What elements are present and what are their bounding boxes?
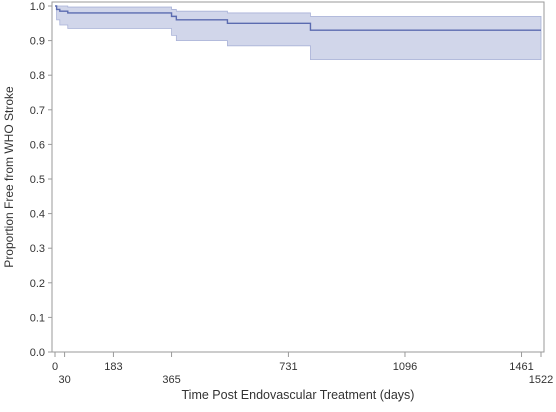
survival-line-layer [55,5,541,31]
y-tick-label: 0.8 [30,70,45,82]
x-tick-label: 1522 [529,374,553,386]
x-tick-label: 1461 [509,361,533,373]
y-tick-label: 0.0 [30,347,45,359]
x-tick-label: 30 [58,374,70,386]
y-tick-label: 0.5 [30,174,45,186]
y-tick-label: 0.6 [30,139,45,151]
x-tick-label: 365 [162,374,180,386]
y-tick-label: 0.4 [30,209,45,221]
x-tick-label: 1096 [393,361,417,373]
x-tick-label: 0 [52,361,58,373]
y-tick-label: 0.2 [30,278,45,290]
survival-curve [55,5,541,31]
y-tick-label: 0.1 [30,312,45,324]
x-axis-label: Time Post Endovascular Treatment (days) [182,388,415,402]
y-tick-label: 0.3 [30,243,45,255]
y-tick-label: 0.7 [30,105,45,117]
x-tick-label: 731 [279,361,297,373]
y-tick-label: 0.9 [30,36,45,48]
y-axis: 0.0 0.1 0.2 0.3 0.4 0.5 0.6 0.7 0.8 0.9 1.0 [30,1,52,359]
plot-frame [51,1,545,353]
x-axis: 0 183 731 1096 1461 30 365 1522 [52,352,553,386]
y-axis-label: Proportion Free from WHO Stroke [2,86,16,268]
x-tick-label: 183 [104,361,122,373]
y-tick-label: 1.0 [30,1,45,13]
